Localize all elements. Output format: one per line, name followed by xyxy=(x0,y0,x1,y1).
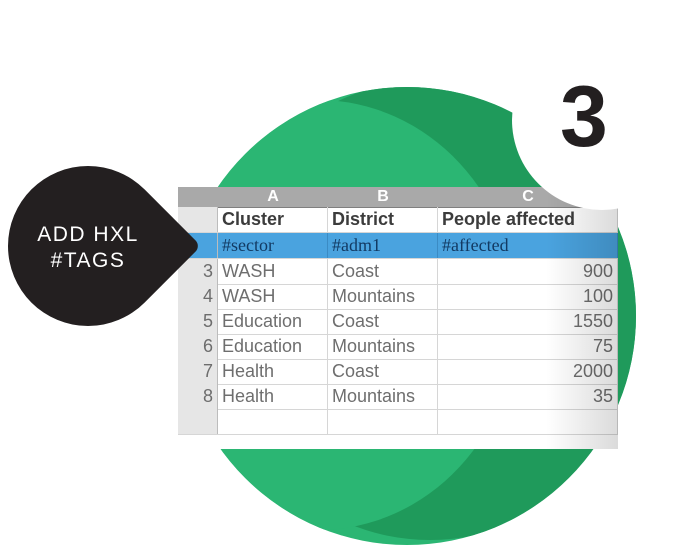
cell-district: Mountains xyxy=(328,334,438,359)
cell-cluster: Health xyxy=(218,384,328,409)
cell-empty xyxy=(218,409,328,434)
column-header-b: B xyxy=(328,187,439,208)
row-number xyxy=(178,207,218,232)
table-row-empty xyxy=(178,409,618,435)
row-number: 7 xyxy=(178,359,218,384)
cell-empty xyxy=(438,409,618,434)
cell-district: Mountains xyxy=(328,384,438,409)
cell-cluster: WASH xyxy=(218,284,328,309)
row-number: 4 xyxy=(178,284,218,309)
table-row: 7 Health Coast 2000 xyxy=(178,359,618,385)
cell-people: 1550 xyxy=(438,309,618,334)
table-row-header: Cluster District People affected xyxy=(178,207,618,233)
cell-district: Coast xyxy=(328,309,438,334)
step-notch xyxy=(512,30,680,210)
cell-cluster: WASH xyxy=(218,259,328,284)
cell-people-header: People affected xyxy=(438,207,618,232)
cell-cluster-header: Cluster xyxy=(218,207,328,232)
step-number: 3 xyxy=(560,69,608,165)
cell-tag-affected: #affected xyxy=(438,233,618,258)
callout-line-1: ADD HXL xyxy=(37,223,139,246)
cell-people: 75 xyxy=(438,334,618,359)
cell-district: Coast xyxy=(328,259,438,284)
cell-empty xyxy=(328,409,438,434)
row-number: 3 xyxy=(178,259,218,284)
cell-district: Coast xyxy=(328,359,438,384)
cell-cluster: Education xyxy=(218,334,328,359)
table-row: 3 WASH Coast 900 xyxy=(178,259,618,285)
cell-people: 2000 xyxy=(438,359,618,384)
table-row: 6 Education Mountains 75 xyxy=(178,334,618,360)
table-row-hxl-tags: #sector #adm1 #affected xyxy=(178,233,618,259)
row-number: 8 xyxy=(178,384,218,409)
spreadsheet: A B C Cluster District People affected #… xyxy=(178,187,618,449)
row-number: 6 xyxy=(178,334,218,359)
table-row: 8 Health Mountains 35 xyxy=(178,384,618,410)
cell-people: 35 xyxy=(438,384,618,409)
cell-people: 900 xyxy=(438,259,618,284)
table-row: 4 WASH Mountains 100 xyxy=(178,284,618,310)
callout-text: ADD HXL #TAGS xyxy=(8,222,168,274)
cell-cluster: Health xyxy=(218,359,328,384)
cell-people: 100 xyxy=(438,284,618,309)
cell-tag-sector: #sector xyxy=(218,233,328,258)
row-number: 5 xyxy=(178,309,218,334)
cell-district-header: District xyxy=(328,207,438,232)
cell-tag-adm1: #adm1 xyxy=(328,233,438,258)
cell-district: Mountains xyxy=(328,284,438,309)
cell-cluster: Education xyxy=(218,309,328,334)
column-header-a: A xyxy=(218,187,329,208)
table-row: 5 Education Coast 1550 xyxy=(178,309,618,335)
row-number xyxy=(178,409,218,434)
callout-line-2: #TAGS xyxy=(50,249,126,272)
corner-header xyxy=(178,187,219,208)
